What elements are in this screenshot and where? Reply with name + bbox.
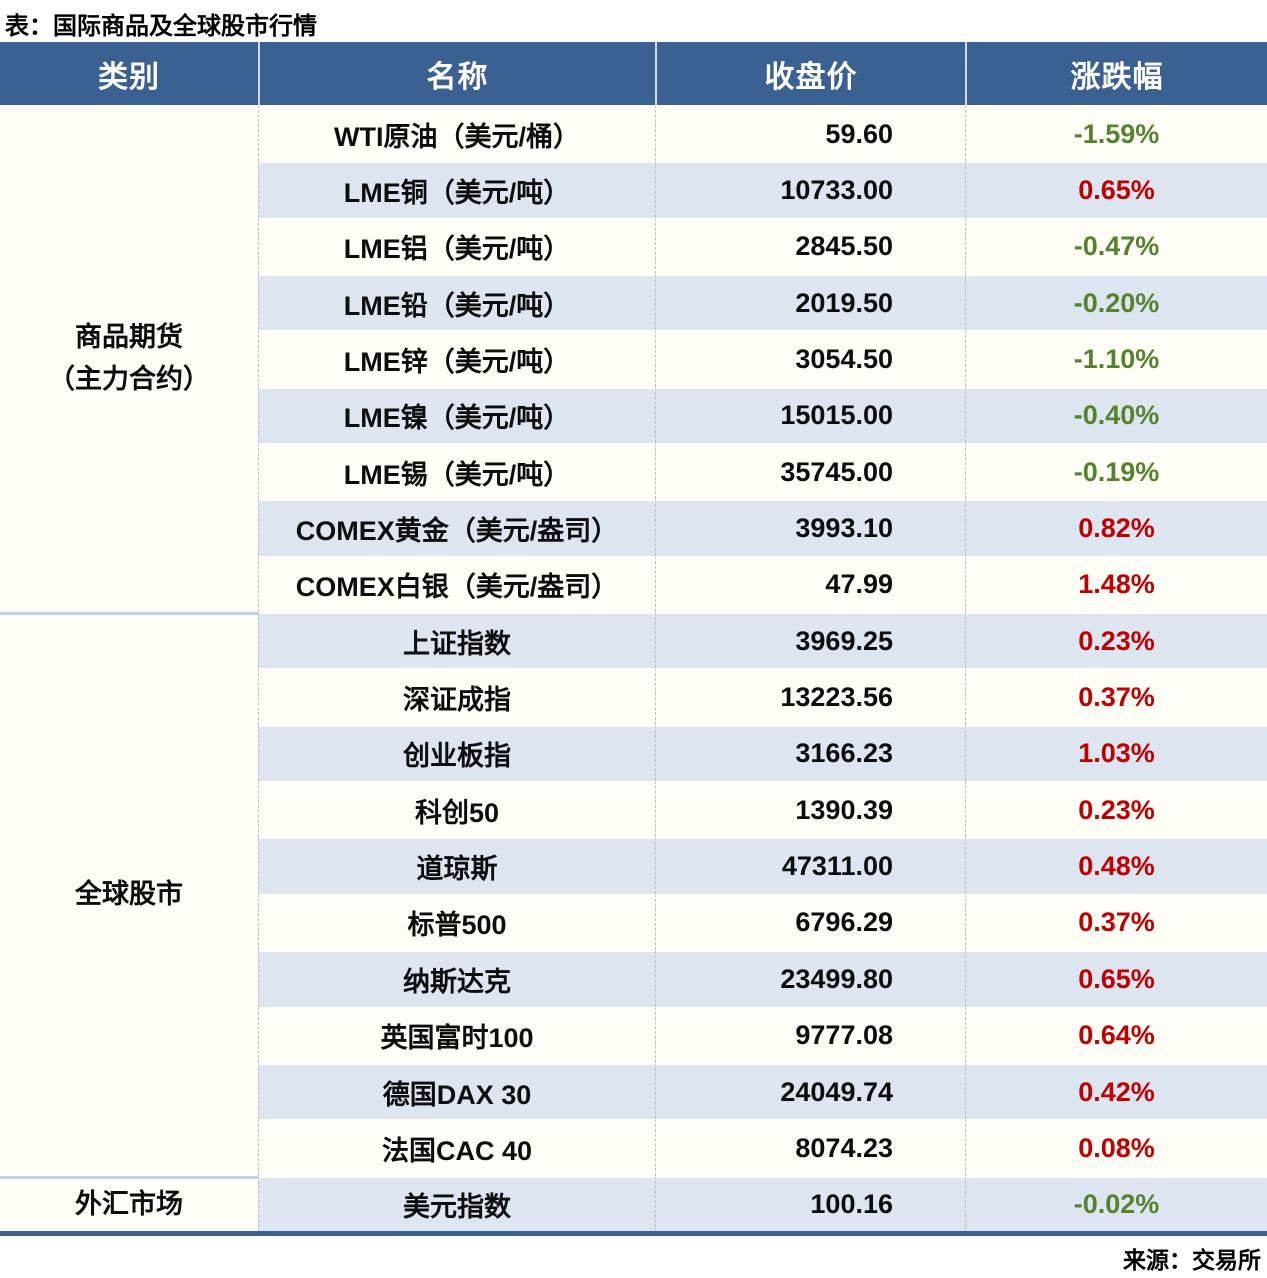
change-percent-cell: -0.40% [965,386,1267,444]
close-price-cell: 59.60 [655,105,965,162]
change-percent-cell: -0.20% [965,274,1267,331]
header-change: 涨跌幅 [965,42,1267,105]
close-price-cell: 47.99 [655,555,965,613]
close-price-cell: 1390.39 [655,781,965,838]
change-percent-cell: -0.02% [965,1175,1267,1232]
change-percent-cell: 0.37% [965,668,1267,725]
change-percent-cell: 0.42% [965,1062,1267,1120]
change-percent-cell: 0.23% [965,781,1267,838]
category-label: 外汇市场 [75,1189,183,1220]
close-price-cell: 35745.00 [655,443,965,500]
category-cell: 全球股市 [0,612,258,1176]
category-label: （主力合约） [48,363,210,394]
close-price-cell: 2845.50 [655,217,965,275]
close-price-cell: 24049.74 [655,1062,965,1120]
close-price-cell: 10733.00 [655,161,965,218]
change-percent-cell: 0.82% [965,499,1267,556]
category-cell: 外汇市场 [0,1175,258,1232]
category-cell: 商品期货 （主力合约） [0,105,258,613]
close-price-cell: 15015.00 [655,386,965,444]
category-label: 全球股市 [75,879,183,910]
close-price-cell: 47311.00 [655,837,965,894]
source-note: 来源：交易所 [1123,1247,1261,1273]
change-percent-cell: 0.64% [965,1006,1267,1063]
name-cell: LME铅（美元/吨） [258,274,655,331]
name-cell: LME铜（美元/吨） [258,161,655,218]
change-percent-cell: 0.08% [965,1119,1267,1176]
close-price-cell: 13223.56 [655,668,965,725]
close-price-cell: 23499.80 [655,950,965,1007]
market-table: 类别 名称 收盘价 涨跌幅 商品期货 （主力合约） WTI原油（美元/桶） 59.60… [0,42,1267,1232]
name-cell: LME镍（美元/吨） [258,386,655,444]
change-percent-cell: 0.48% [965,837,1267,894]
header-category: 类别 [0,42,258,105]
close-price-cell: 3054.50 [655,330,965,387]
change-percent-cell: -1.59% [965,105,1267,162]
close-price-cell: 6796.29 [655,893,965,951]
name-cell: 标普500 [258,893,655,951]
name-cell: WTI原油（美元/桶） [258,105,655,162]
name-cell: 深证成指 [258,668,655,725]
name-cell: COMEX黄金（美元/盎司） [258,499,655,556]
name-cell: 创业板指 [258,724,655,782]
name-cell: COMEX白银（美元/盎司） [258,555,655,613]
category-label: 商品期货 [75,321,183,352]
change-percent-cell: 1.48% [965,555,1267,613]
name-cell: LME锡（美元/吨） [258,443,655,500]
close-price-cell: 100.16 [655,1175,965,1232]
name-cell: 英国富时100 [258,1006,655,1063]
name-cell: 美元指数 [258,1175,655,1232]
name-cell: LME铝（美元/吨） [258,217,655,275]
name-cell: 科创50 [258,781,655,838]
page-title: 表：国际商品及全球股市行情 [5,13,317,40]
table-bottom-border [0,1231,1267,1236]
change-percent-cell: 1.03% [965,724,1267,782]
header-name: 名称 [258,42,655,105]
name-cell: LME锌（美元/吨） [258,330,655,387]
header-close: 收盘价 [655,42,965,105]
name-cell: 法国CAC 40 [258,1119,655,1176]
change-percent-cell: -0.19% [965,443,1267,500]
close-price-cell: 3993.10 [655,499,965,556]
close-price-cell: 3166.23 [655,724,965,782]
change-percent-cell: -1.10% [965,330,1267,387]
name-cell: 德国DAX 30 [258,1062,655,1120]
close-price-cell: 2019.50 [655,274,965,331]
name-cell: 上证指数 [258,612,655,669]
change-percent-cell: 0.23% [965,612,1267,669]
close-price-cell: 3969.25 [655,612,965,669]
name-cell: 道琼斯 [258,837,655,894]
change-percent-cell: -0.47% [965,217,1267,275]
change-percent-cell: 0.65% [965,161,1267,218]
change-percent-cell: 0.37% [965,893,1267,951]
change-percent-cell: 0.65% [965,950,1267,1007]
close-price-cell: 8074.23 [655,1119,965,1176]
name-cell: 纳斯达克 [258,950,655,1007]
close-price-cell: 9777.08 [655,1006,965,1063]
